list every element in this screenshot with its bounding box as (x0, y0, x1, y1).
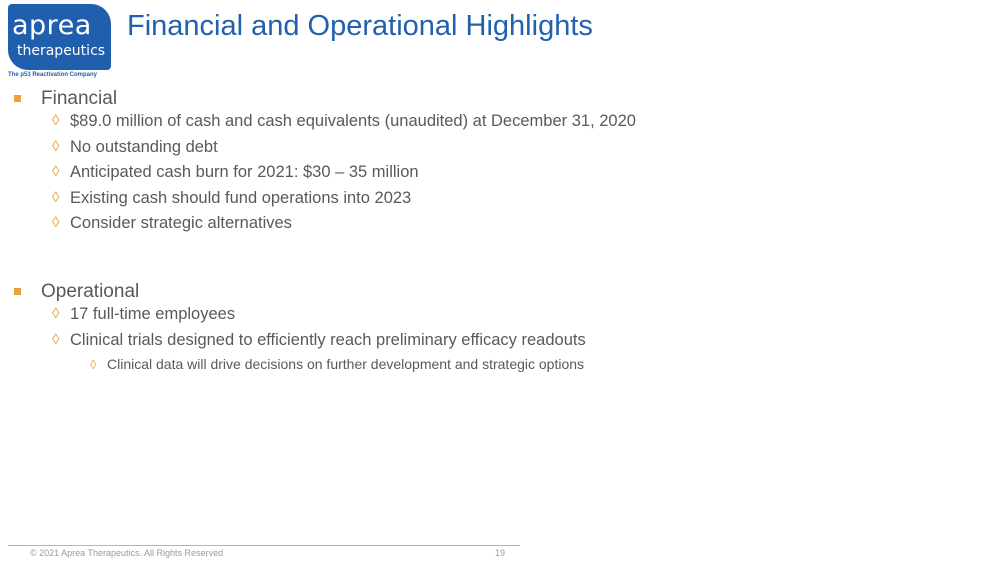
list-item: ◊ No outstanding debt (0, 138, 1000, 164)
sub-list-item-text: Clinical data will drive decisions on fu… (107, 356, 585, 372)
list-item: ◊ $89.0 million of cash and cash equival… (0, 112, 1000, 138)
financial-heading-row: Financial (0, 88, 1000, 112)
diamond-bullet-icon: ◊ (52, 188, 60, 206)
diamond-bullet-icon: ◊ (52, 163, 60, 180)
list-item-text: Anticipated cash burn for 2021: $30 – 35… (70, 163, 419, 181)
page-number: 19 (495, 548, 506, 558)
logo-wordmark: aprea (12, 10, 92, 41)
list-item-text: $89.0 million of cash and cash equivalen… (70, 112, 636, 130)
diamond-bullet-icon: ◊ (90, 357, 97, 372)
list-item: ◊ 17 full-time employees (0, 305, 1000, 331)
sub-list-item: ◊ Clinical data will drive decisions on … (0, 356, 1000, 378)
financial-heading: Financial (41, 88, 118, 109)
financial-section: Financial ◊ $89.0 million of cash and ca… (0, 88, 1000, 240)
list-item: ◊ Consider strategic alternatives (0, 214, 1000, 240)
list-item-text: Existing cash should fund operations int… (70, 188, 412, 207)
list-item-text: No outstanding debt (70, 137, 218, 156)
operational-heading-row: Operational (0, 281, 1000, 305)
diamond-bullet-icon: ◊ (52, 112, 60, 129)
diamond-bullet-icon: ◊ (52, 214, 60, 231)
diamond-bullet-icon: ◊ (52, 137, 60, 155)
list-item: ◊ Anticipated cash burn for 2021: $30 – … (0, 163, 1000, 189)
slide-title: Financial and Operational Highlights (127, 10, 593, 42)
square-bullet-icon (14, 95, 21, 102)
logo-tagline: The p53 Reactivation Company (8, 72, 98, 78)
operational-section: Operational ◊ 17 full-time employees ◊ C… (0, 281, 1000, 378)
square-bullet-icon (14, 288, 21, 295)
list-item: ◊ Existing cash should fund operations i… (0, 189, 1000, 215)
list-item-text: Clinical trials designed to efficiently … (70, 330, 586, 349)
list-item-text: 17 full-time employees (70, 305, 236, 323)
diamond-bullet-icon: ◊ (52, 330, 60, 348)
footer-copyright: © 2021 Aprea Therapeutics. All Rights Re… (30, 548, 224, 558)
operational-heading: Operational (41, 281, 140, 302)
list-item: ◊ Clinical trials designed to efficientl… (0, 331, 1000, 357)
company-logo: aprea therapeutics (8, 4, 111, 70)
logo-subtitle: therapeutics (17, 43, 106, 59)
list-item-text: Consider strategic alternatives (70, 214, 292, 232)
diamond-bullet-icon: ◊ (52, 305, 60, 322)
footer-divider (8, 545, 520, 546)
